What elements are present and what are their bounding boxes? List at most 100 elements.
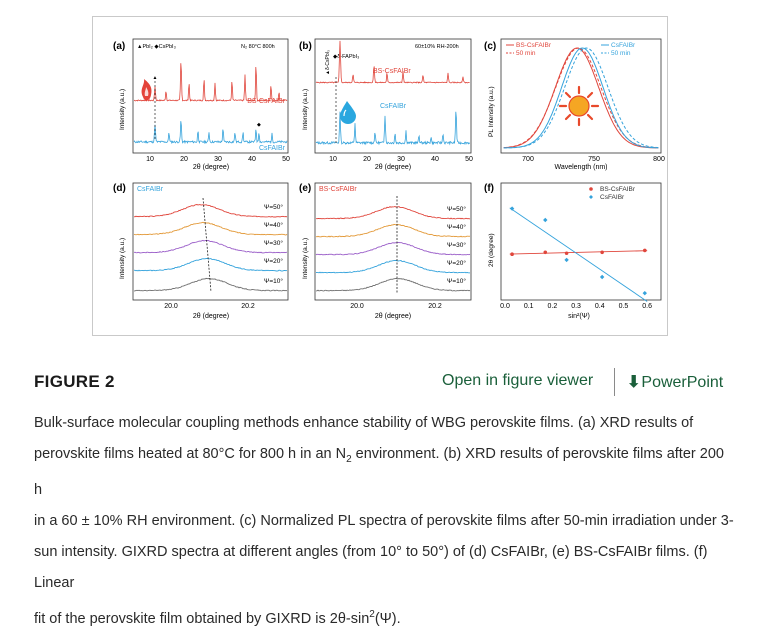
panel-a: (a) ▲PbI₂ ◆CsPbI₃ N₂ 80°C 800h ▲ ◆ BS-Cs… [113, 38, 290, 171]
panel-b-xtick: 40 [431, 156, 439, 163]
panel-f-ylabel: 2θ (degree) [488, 233, 495, 267]
figure-label: FIGURE 2 [34, 372, 115, 391]
caption-line: sun intensity. GIXRD spectra at differen… [34, 543, 708, 591]
panel-f-xtick: 0.0 [500, 303, 510, 310]
panel-a-frame [132, 38, 289, 154]
pl-legend-entry: CsFAIBr [611, 42, 636, 49]
xrd-a-bottom-trace [133, 121, 288, 145]
link-separator [614, 368, 615, 396]
pl-legend-entry: BS-CsFAIBr [516, 42, 552, 49]
psi-label: Ψ=20° [447, 259, 466, 267]
panel-a-xtick: 30 [214, 156, 222, 163]
panel-f-xtick: 0.3 [571, 303, 581, 310]
psi-label: Ψ=40° [447, 223, 466, 231]
panel-f: (f) BS-CsFAIBr CsFAIBr 2θ (degree) 0.0 0.… [484, 182, 662, 320]
panel-f-xtick: 0.5 [619, 303, 629, 310]
panel-d-ylabel: Intensity (a.u.) [119, 238, 126, 279]
panel-e-curves [315, 206, 471, 292]
panel-c-xtick: 700 [522, 156, 534, 163]
scatter-point [543, 250, 548, 255]
gixrd-curve [315, 277, 471, 292]
gixrd-curve [133, 204, 288, 218]
panel-f-xtick: 0.1 [524, 303, 534, 310]
scatter-point [599, 274, 605, 280]
scatter-point [510, 252, 514, 256]
panel-a-xlabel: 2θ (degree) [193, 164, 229, 171]
psi-label: Ψ=10° [264, 277, 283, 285]
panel-e-xlabel: 2θ (degree) [375, 313, 411, 320]
gixrd-curve [133, 258, 288, 272]
pl-legend-entry: 50 min [611, 50, 631, 57]
gixrd-curve [315, 206, 471, 220]
panel-c-xlabel: Wavelength (nm) [554, 164, 607, 171]
psi-label: Ψ=40° [264, 221, 283, 229]
powerpoint-label: PowerPoint [641, 374, 724, 391]
panel-b: (b) ▲δ-CsPbI₃ ◆δ-FAPbI₃ 60±10% RH-200h B… [299, 38, 473, 171]
fit-line [509, 207, 648, 302]
panel-a-bottom-name: CsFAIBr [259, 145, 286, 152]
scatter-point [642, 290, 647, 296]
psi-label: Ψ=10° [447, 277, 466, 285]
pl-legend-entry: 50 min [516, 50, 536, 57]
download-icon: ⬇ [627, 374, 641, 391]
panel-c-xtick: 750 [588, 156, 600, 163]
powerpoint-link[interactable]: ⬇PowerPoint [627, 372, 723, 392]
gixrd-curve [133, 239, 288, 254]
panel-d-label: (d) [113, 183, 126, 194]
panel-d-frame [132, 182, 289, 301]
figure-caption: Bulk-surface molecular coupling methods … [34, 408, 734, 635]
gixrd-curve [315, 260, 471, 274]
panel-b-label: (b) [299, 41, 312, 52]
panel-b-ylabel: Intensity (a.u.) [302, 89, 309, 130]
caption-line: perovskite films heated at 80°C for 800 … [34, 439, 734, 506]
scatter-point [564, 257, 569, 263]
psi-label: Ψ=20° [264, 257, 283, 265]
panel-b-xtick: 20 [363, 156, 371, 163]
panel-f-xticks: 0.0 0.1 0.2 0.3 0.4 0.5 0.6 [500, 303, 652, 310]
panel-a-top-name: BS-CsFAIBr [247, 98, 285, 105]
panel-b-xtick: 30 [397, 156, 405, 163]
panel-b-bottom-name: CsFAIBr [380, 103, 407, 110]
panel-b-frame [314, 38, 472, 154]
scatter-point [642, 248, 647, 253]
gixrd-curve [315, 223, 471, 238]
panel-a-condition: N₂ 80°C 800h [241, 44, 275, 50]
panel-a-xtick: 20 [180, 156, 188, 163]
open-in-figure-viewer-link[interactable]: Open in figure viewer [442, 372, 594, 389]
gixrd-curve [315, 242, 471, 256]
panel-b-condition: 60±10% RH-200h [415, 44, 459, 50]
panel-d-psi-labels: Ψ=50° Ψ=40° Ψ=30° Ψ=20° Ψ=10° [264, 203, 283, 285]
panel-b-xlabel: 2θ (degree) [375, 164, 411, 171]
panel-f-xtick: 0.2 [548, 303, 558, 310]
legend-bs-marker [589, 187, 593, 191]
panel-e-xtick: 20.0 [350, 303, 364, 310]
panel-a-xticks: 10 20 30 40 50 [146, 156, 290, 163]
panel-a-label: (a) [113, 41, 125, 52]
figure-image[interactable]: (a) ▲PbI₂ ◆CsPbI₃ N₂ 80°C 800h ▲ ◆ BS-Cs… [92, 16, 668, 336]
water-drop-highlight-icon [343, 109, 347, 117]
panel-d-xtick: 20.0 [164, 303, 178, 310]
xrd-a-top-trace [133, 63, 288, 102]
panel-c: (c) BS-CsFAIBr 50 min CsFAIBr 50 min [484, 38, 665, 171]
panel-e-frame [314, 182, 472, 301]
panel-b-xtick: 50 [465, 156, 473, 163]
panel-a-xtick: 50 [282, 156, 290, 163]
panel-c-frame [500, 38, 662, 154]
panel-e-ylabel: Intensity (a.u.) [302, 238, 309, 279]
caption-text: perovskite films heated at 80°C for 800 … [34, 446, 347, 462]
sun-icon [558, 85, 600, 127]
panel-b-legend-a: ▲δ-CsPbI₃ [325, 50, 331, 75]
panel-e-psi-labels: Ψ=50° Ψ=40° Ψ=30° Ψ=20° Ψ=10° [447, 205, 466, 285]
panel-c-xticks: 700 750 800 [522, 156, 665, 163]
scatter-point [564, 251, 569, 256]
scatter-point [543, 217, 548, 223]
panel-d-curves [133, 204, 288, 292]
panel-e-xtick: 20.2 [428, 303, 442, 310]
panel-c-xtick: 800 [653, 156, 665, 163]
panel-a-xtick: 10 [146, 156, 154, 163]
caption-line: in a 60 ± 10% RH environment. (c) Normal… [34, 512, 734, 529]
panel-b-legend-b: ◆δ-FAPbI₃ [333, 54, 359, 60]
panel-d-xtick: 20.2 [241, 303, 255, 310]
panel-c-label: (c) [484, 41, 496, 52]
legend-cs-marker [589, 195, 593, 199]
